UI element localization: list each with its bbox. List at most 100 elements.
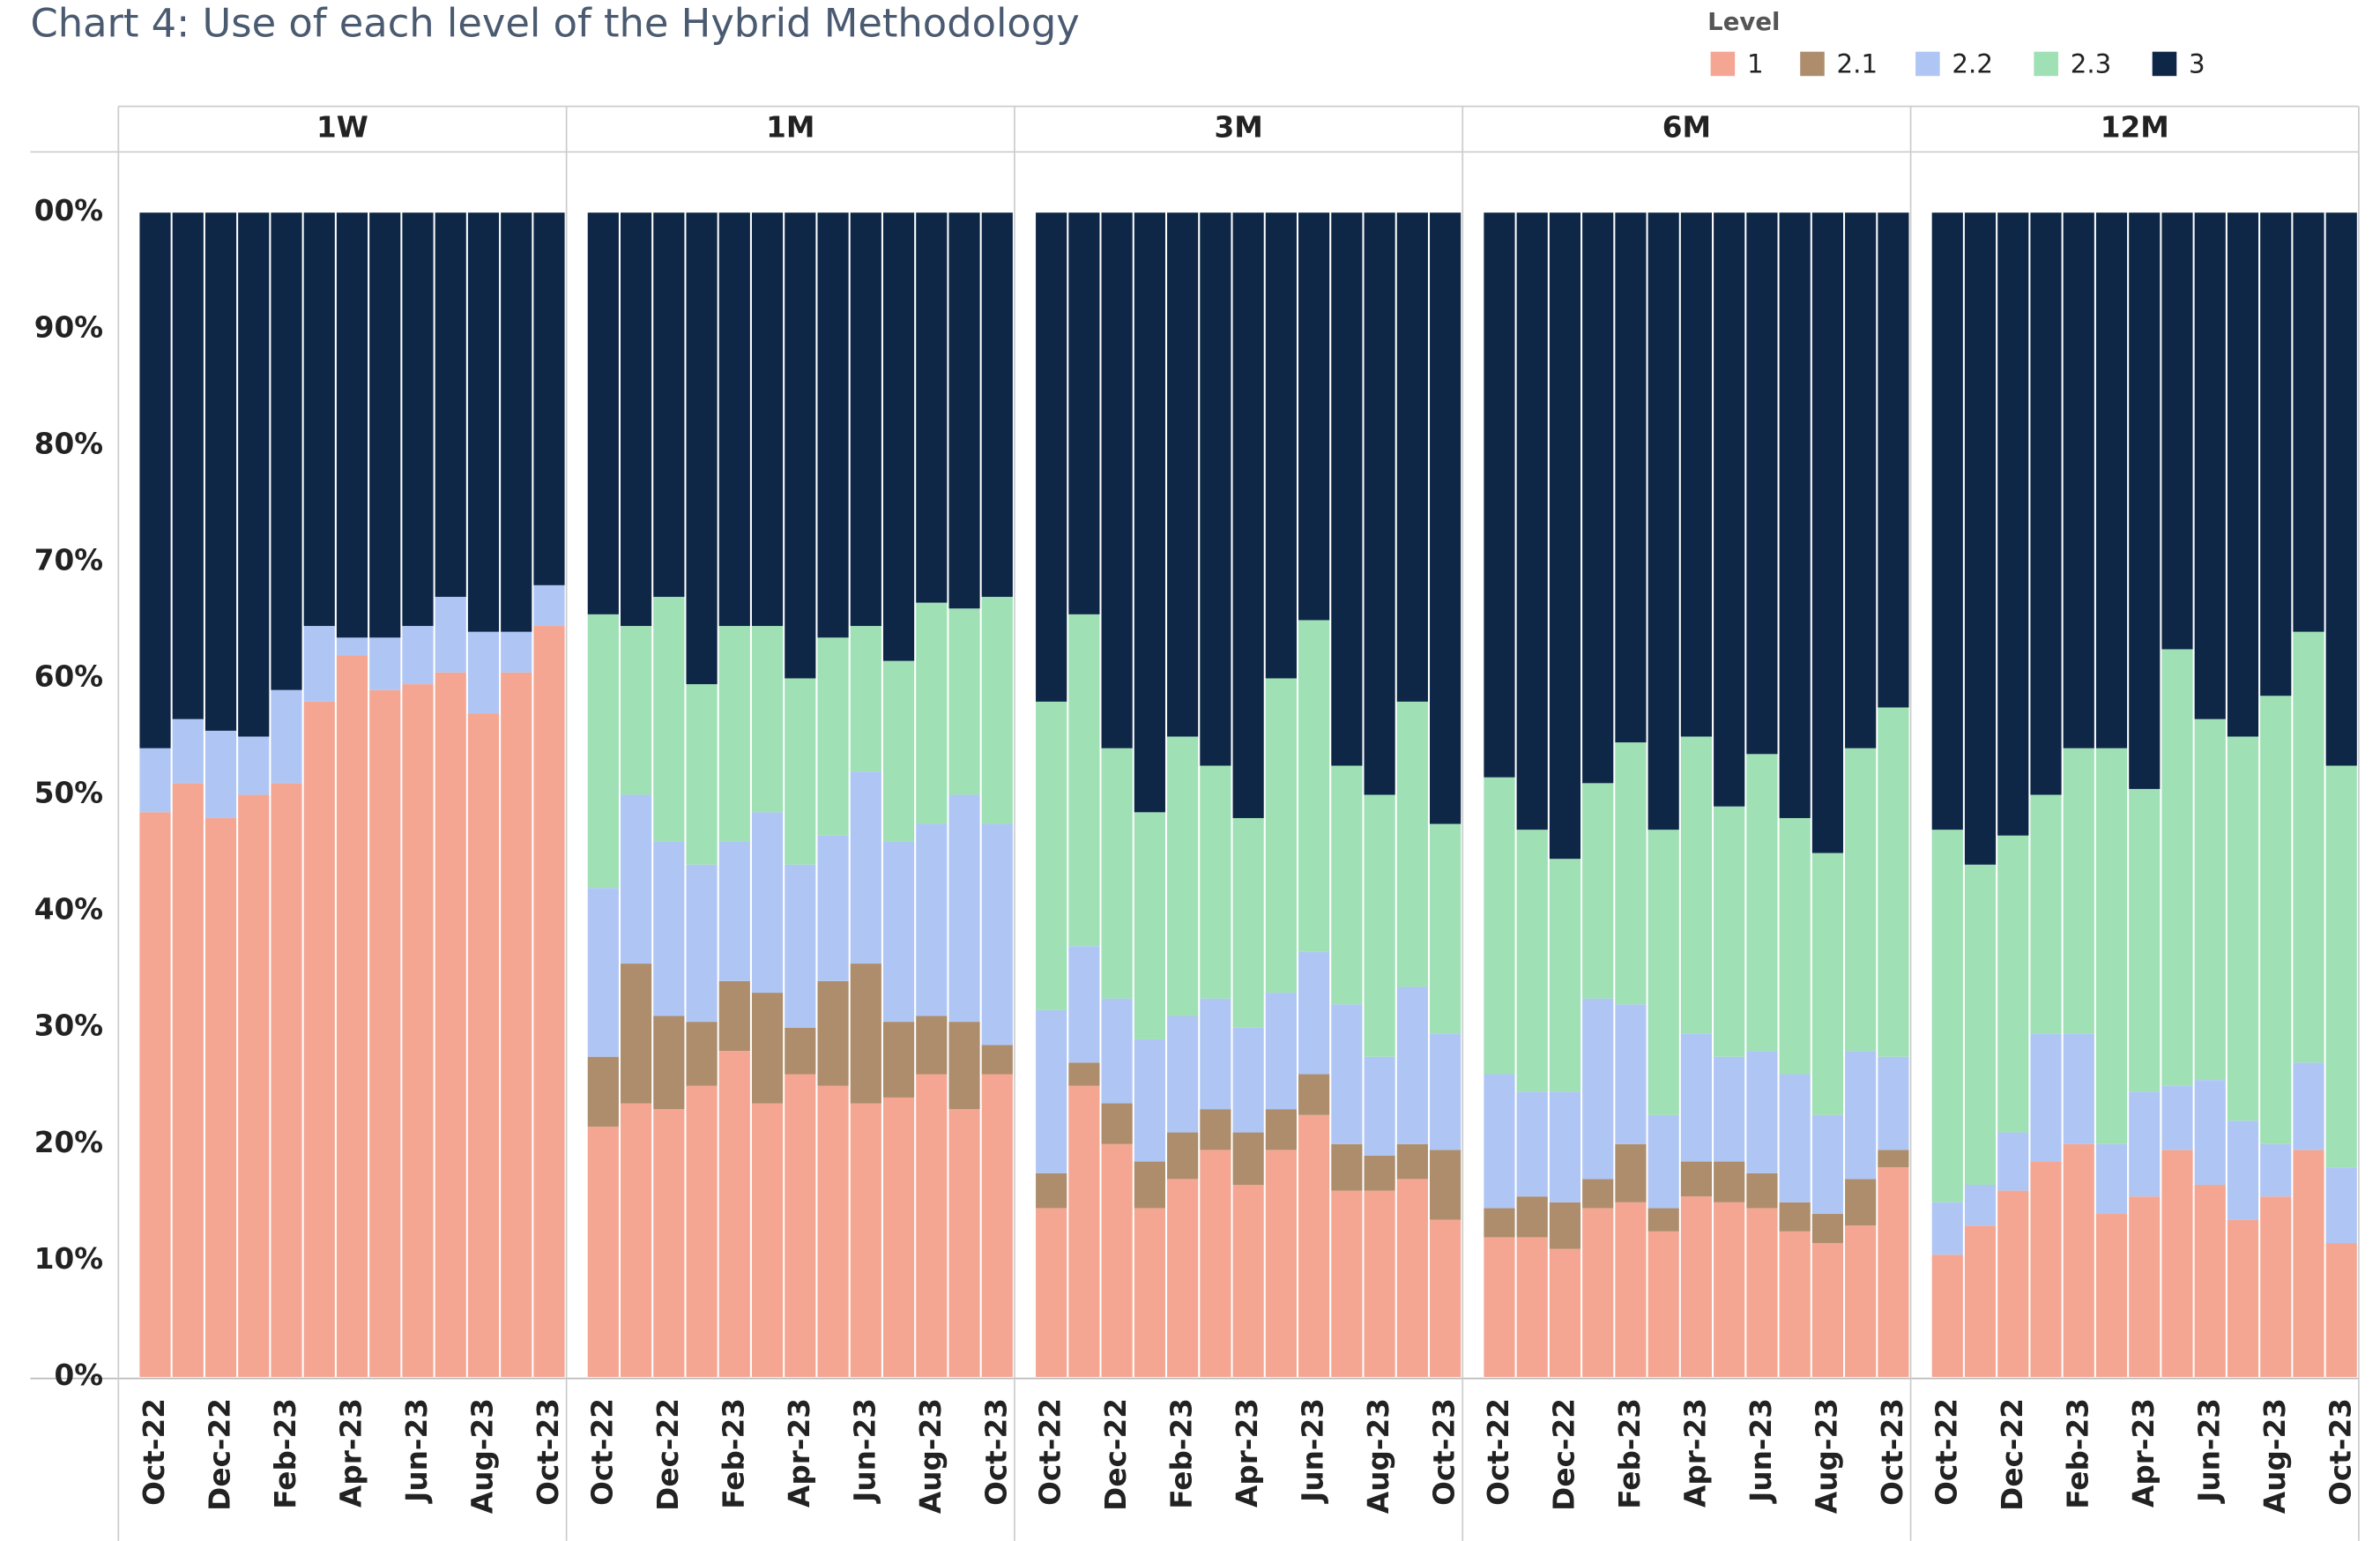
- bar-segment: [303, 701, 335, 1377]
- bar-segment: [435, 597, 466, 673]
- bar-segment: [2227, 1120, 2259, 1220]
- bar-segment: [1878, 212, 1909, 708]
- bar-segment: [1647, 212, 1679, 830]
- bar-segment: [2030, 1033, 2062, 1162]
- bar-segment: [1931, 212, 1963, 830]
- bar-segment: [139, 212, 171, 748]
- bar-segment: [1484, 1208, 1515, 1238]
- bar-segment: [1516, 1091, 1548, 1197]
- bar-segment: [1068, 614, 1100, 947]
- legend-swatch: [2152, 51, 2177, 77]
- bar-segment: [850, 212, 881, 627]
- bar-segment: [1484, 1074, 1515, 1209]
- x-tick-label: Aug-23: [1362, 1398, 1395, 1514]
- bar-segment: [303, 626, 335, 702]
- legend-swatch: [1710, 51, 1736, 77]
- bar-segment: [2325, 1243, 2357, 1377]
- bar-segment: [948, 1109, 980, 1377]
- bar-segment: [2260, 1196, 2292, 1377]
- bar-segment: [533, 212, 565, 585]
- bar-segment: [205, 730, 237, 818]
- bar-segment: [686, 212, 718, 685]
- legend-label: 2.2: [1952, 49, 1993, 79]
- x-tick-label: Oct-23: [532, 1398, 565, 1506]
- bar-segment: [1582, 783, 1614, 999]
- legend-label: 1: [1747, 49, 1764, 79]
- bar-segment: [1430, 1150, 1461, 1220]
- bar-segment: [2063, 1143, 2094, 1377]
- x-tick-label: Jun-23: [1297, 1398, 1330, 1504]
- bar-segment: [882, 1097, 915, 1377]
- bar-segment: [882, 212, 915, 661]
- bar-segment: [1396, 1179, 1428, 1377]
- y-tick-label: 20%: [34, 1126, 103, 1159]
- bar-segment: [205, 817, 237, 1377]
- bar-segment: [1430, 1219, 1461, 1377]
- bar-segment: [1232, 817, 1264, 1028]
- bar-segment: [1134, 812, 1165, 1039]
- bar-segment: [1396, 212, 1428, 702]
- bar-segment: [1615, 1004, 1647, 1144]
- bar-segment: [1364, 1155, 1395, 1191]
- bar-segment: [1265, 678, 1297, 994]
- x-tick-label: Oct-23: [1428, 1398, 1461, 1506]
- bar-segment: [1779, 1231, 1811, 1377]
- bar-segment: [2030, 794, 2062, 1034]
- bar-segment: [981, 1074, 1013, 1377]
- bar-segment: [435, 212, 466, 598]
- bar-segment: [1265, 1109, 1297, 1150]
- bar-segment: [2129, 212, 2161, 789]
- x-tick-label: Feb-23: [269, 1398, 302, 1509]
- bar-segment: [1036, 701, 1067, 1010]
- bar-segment: [1964, 1184, 1997, 1226]
- bar-segment: [1997, 1190, 2029, 1377]
- bar-segment: [1878, 1167, 1909, 1377]
- bar-segment: [653, 1016, 685, 1110]
- bar-segment: [467, 713, 500, 1377]
- bar-segment: [1331, 1004, 1363, 1144]
- x-tick-label: Jun-23: [848, 1398, 881, 1504]
- bar-segment: [1101, 748, 1133, 999]
- y-tick-label: 70%: [34, 543, 103, 577]
- bar-segment: [139, 812, 171, 1377]
- bar-segment: [336, 212, 368, 638]
- bar-segment: [238, 794, 270, 1377]
- bar-segment: [1746, 1051, 1778, 1173]
- bar-segment: [653, 1109, 685, 1377]
- bar-segment: [718, 980, 750, 1052]
- bar-segment: [620, 1103, 652, 1377]
- bar-segment: [1845, 748, 1877, 1052]
- bar-segment: [1811, 1243, 1844, 1377]
- bar-segment: [2260, 696, 2292, 1144]
- bar-segment: [402, 684, 434, 1377]
- bar-segment: [1779, 212, 1811, 818]
- bar-segment: [2325, 765, 2357, 1168]
- bar-segment: [850, 771, 881, 964]
- bar-segment: [1582, 1208, 1614, 1377]
- bar-segment: [2095, 748, 2128, 1144]
- bar-segment: [1265, 993, 1297, 1110]
- bar-segment: [336, 655, 368, 1377]
- bar-segment: [1430, 823, 1461, 1034]
- x-tick-label: Oct-22: [585, 1398, 619, 1506]
- bar-segment: [2194, 1080, 2226, 1185]
- bar-segment: [1931, 1254, 1963, 1377]
- x-tick-label: Jun-23: [400, 1398, 434, 1504]
- bar-segment: [1878, 1150, 1909, 1168]
- bar-segment: [1680, 1196, 1713, 1377]
- bar-segment: [653, 597, 685, 842]
- bar-segment: [271, 783, 302, 1377]
- bar-segment: [1036, 1172, 1067, 1209]
- bar-segment: [1200, 765, 1231, 999]
- bar-segment: [1232, 212, 1264, 818]
- bar-segment: [1364, 1190, 1395, 1377]
- bar-segment: [916, 823, 948, 1016]
- bar-segment: [303, 212, 335, 627]
- bar-segment: [2227, 736, 2259, 1121]
- bar-segment: [238, 212, 270, 737]
- bar-segment: [1484, 777, 1515, 1075]
- panel-title: 6M: [1662, 110, 1711, 144]
- bar-segment: [172, 783, 204, 1377]
- legend-label: 2.1: [1837, 49, 1878, 79]
- bar-segment: [1364, 1056, 1395, 1156]
